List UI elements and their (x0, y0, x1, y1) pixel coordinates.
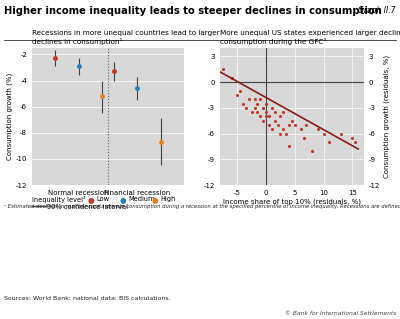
Point (243, 105, 249, 110)
Point (251, 97, 258, 102)
Point (326, 140, 333, 145)
Text: Sources: World Bank; national data; BIS calculations.: Sources: World Bank; national data; BIS … (4, 296, 171, 301)
Point (263, 101, 269, 106)
Point (257, 97, 264, 102)
Point (315, 127, 321, 132)
Point (266, 114, 272, 119)
Point (286, 144, 292, 149)
Point (266, 122, 272, 128)
Point (303, 122, 310, 128)
Point (277, 131, 284, 136)
Point (352, 140, 358, 145)
Text: Higher income inequality leads to steeper declines in consumption: Higher income inequality leads to steepe… (4, 6, 382, 16)
Text: More unequal US states experienced larger declines in
consumption during the GFC: More unequal US states experienced large… (220, 30, 400, 45)
Text: Graph II.7: Graph II.7 (358, 6, 396, 15)
Point (274, 122, 281, 128)
Text: ●: ● (120, 196, 127, 205)
Point (248, 110, 255, 115)
Text: ●: ● (152, 196, 159, 205)
Point (263, 110, 269, 115)
Point (298, 127, 304, 132)
Text: Inequality level²: Inequality level² (32, 196, 86, 203)
Point (246, 97, 252, 102)
Point (272, 110, 278, 115)
Point (254, 110, 261, 115)
Point (277, 114, 284, 119)
Point (349, 135, 356, 140)
Point (269, 127, 275, 132)
Point (251, 105, 258, 110)
Text: Low: Low (97, 196, 110, 202)
Point (280, 110, 286, 115)
Point (260, 105, 266, 110)
Point (280, 127, 286, 132)
Point (286, 122, 292, 128)
Point (263, 114, 269, 119)
Point (338, 131, 344, 136)
Text: ¹ Estimated declines in real per capita private consumption during a recession a: ¹ Estimated declines in real per capita … (4, 204, 400, 209)
Point (309, 148, 315, 153)
Text: ●: ● (88, 196, 95, 205)
Point (300, 135, 307, 140)
X-axis label: Income share of top 10% (residuals, %): Income share of top 10% (residuals, %) (223, 199, 361, 205)
Point (289, 118, 295, 123)
Point (240, 101, 246, 106)
Text: © Bank for International Settlements: © Bank for International Settlements (285, 311, 396, 316)
Point (283, 131, 290, 136)
Y-axis label: Consumption growth (%): Consumption growth (%) (6, 73, 13, 160)
Point (228, 75, 235, 80)
Point (320, 131, 327, 136)
Y-axis label: Consumption growth (residuals, %): Consumption growth (residuals, %) (383, 55, 390, 178)
Point (254, 101, 261, 106)
Point (260, 118, 266, 123)
Point (292, 122, 298, 128)
Point (237, 88, 243, 93)
Text: High: High (161, 196, 176, 202)
Text: 90% confidence interval: 90% confidence interval (47, 204, 128, 210)
Point (269, 105, 275, 110)
Point (257, 114, 264, 119)
Point (220, 67, 226, 72)
Point (234, 93, 240, 98)
Text: Recessions in more unequal countries lead to larger
declines in consumption¹: Recessions in more unequal countries lea… (32, 30, 220, 45)
Text: Medium: Medium (129, 196, 155, 202)
Point (272, 118, 278, 123)
